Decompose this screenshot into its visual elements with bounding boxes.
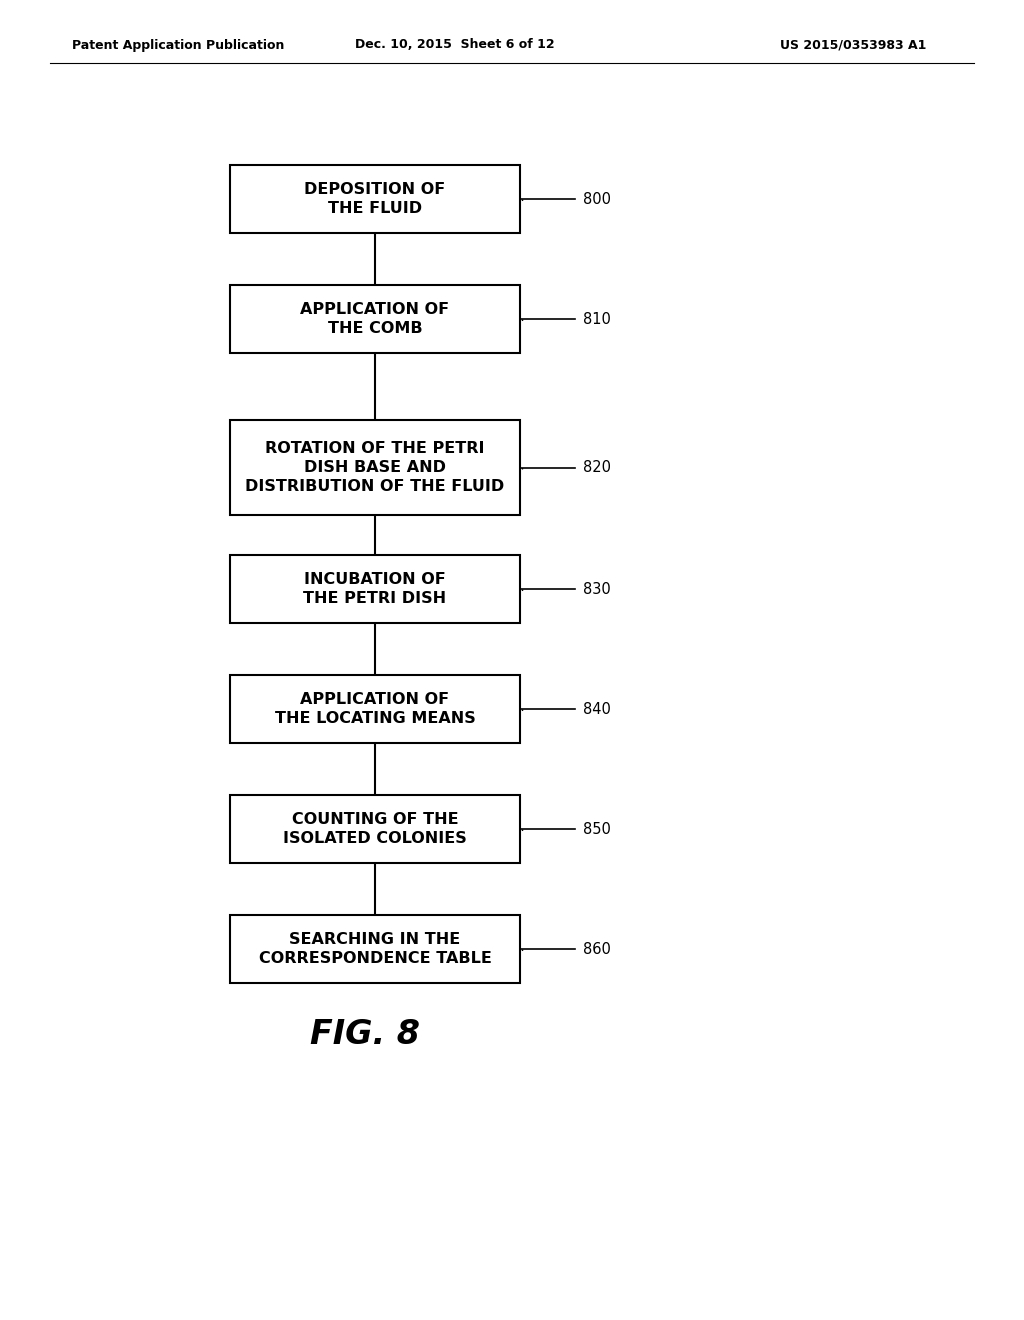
Text: SEARCHING IN THE
CORRESPONDENCE TABLE: SEARCHING IN THE CORRESPONDENCE TABLE — [259, 932, 492, 966]
Text: 860: 860 — [583, 941, 611, 957]
Text: 820: 820 — [583, 459, 611, 475]
Text: FIG. 8: FIG. 8 — [310, 1019, 420, 1052]
Bar — [230, 285, 520, 352]
Text: 840: 840 — [583, 701, 611, 717]
Text: 830: 830 — [583, 582, 610, 597]
Bar — [230, 554, 520, 623]
Text: INCUBATION OF
THE PETRI DISH: INCUBATION OF THE PETRI DISH — [303, 572, 446, 606]
Text: Dec. 10, 2015  Sheet 6 of 12: Dec. 10, 2015 Sheet 6 of 12 — [355, 38, 555, 51]
Text: COUNTING OF THE
ISOLATED COLONIES: COUNTING OF THE ISOLATED COLONIES — [283, 812, 467, 846]
Text: APPLICATION OF
THE COMB: APPLICATION OF THE COMB — [300, 302, 450, 335]
Text: APPLICATION OF
THE LOCATING MEANS: APPLICATION OF THE LOCATING MEANS — [274, 692, 475, 726]
Text: 800: 800 — [583, 191, 611, 206]
Bar — [230, 675, 520, 743]
Text: Patent Application Publication: Patent Application Publication — [72, 38, 285, 51]
Text: 810: 810 — [583, 312, 611, 326]
Bar — [230, 420, 520, 515]
Bar — [230, 915, 520, 983]
Text: DEPOSITION OF
THE FLUID: DEPOSITION OF THE FLUID — [304, 182, 445, 215]
Text: US 2015/0353983 A1: US 2015/0353983 A1 — [780, 38, 927, 51]
Bar — [230, 165, 520, 234]
Bar — [230, 795, 520, 863]
Text: 850: 850 — [583, 821, 611, 837]
Text: ROTATION OF THE PETRI
DISH BASE AND
DISTRIBUTION OF THE FLUID: ROTATION OF THE PETRI DISH BASE AND DIST… — [246, 441, 505, 494]
